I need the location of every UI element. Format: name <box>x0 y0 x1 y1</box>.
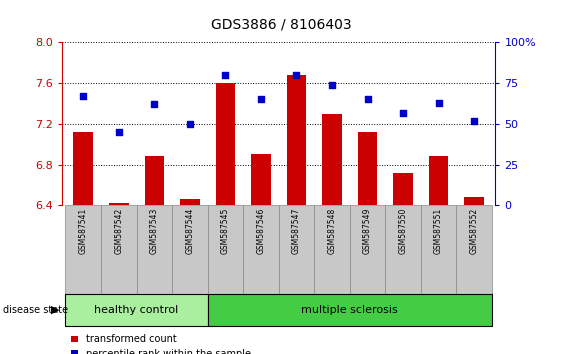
Bar <box>216 83 235 205</box>
Bar <box>243 205 279 294</box>
Bar <box>322 114 342 205</box>
Point <box>470 118 479 124</box>
Text: GSM587544: GSM587544 <box>185 208 194 255</box>
Text: disease state: disease state <box>3 305 68 315</box>
Text: healthy control: healthy control <box>95 305 178 315</box>
Text: GSM587549: GSM587549 <box>363 208 372 255</box>
Text: GSM587546: GSM587546 <box>256 208 265 255</box>
Bar <box>457 205 492 294</box>
Point <box>185 121 194 127</box>
Point <box>363 97 372 102</box>
Bar <box>394 173 413 205</box>
Bar <box>180 199 200 205</box>
Bar <box>145 156 164 205</box>
Bar <box>172 205 208 294</box>
Bar <box>429 156 448 205</box>
Bar <box>65 294 208 326</box>
Text: GSM587542: GSM587542 <box>114 208 123 254</box>
Bar <box>464 197 484 205</box>
Point <box>292 72 301 78</box>
Text: ▶: ▶ <box>51 305 59 315</box>
Point <box>221 72 230 78</box>
Text: GSM587545: GSM587545 <box>221 208 230 255</box>
Bar <box>137 205 172 294</box>
Point <box>150 102 159 107</box>
Bar <box>350 205 385 294</box>
Bar <box>421 205 457 294</box>
Bar <box>279 205 314 294</box>
Bar <box>314 205 350 294</box>
Text: GSM587551: GSM587551 <box>434 208 443 254</box>
Text: GSM587550: GSM587550 <box>399 208 408 255</box>
Bar <box>74 132 93 205</box>
Bar <box>208 205 243 294</box>
Bar <box>109 203 128 205</box>
Point <box>79 93 88 99</box>
Bar <box>287 75 306 205</box>
Text: GSM587547: GSM587547 <box>292 208 301 255</box>
Bar <box>208 294 492 326</box>
Point <box>399 110 408 115</box>
Text: GSM587541: GSM587541 <box>79 208 88 254</box>
Text: GDS3886 / 8106403: GDS3886 / 8106403 <box>211 18 352 32</box>
Legend: transformed count, percentile rank within the sample: transformed count, percentile rank withi… <box>67 331 255 354</box>
Bar <box>358 132 377 205</box>
Point <box>114 129 123 135</box>
Text: GSM587543: GSM587543 <box>150 208 159 255</box>
Bar <box>385 205 421 294</box>
Point <box>434 100 443 105</box>
Point <box>256 97 265 102</box>
Point <box>328 82 337 88</box>
Text: GSM587552: GSM587552 <box>470 208 479 254</box>
Bar <box>251 154 271 205</box>
Text: multiple sclerosis: multiple sclerosis <box>301 305 398 315</box>
Text: GSM587548: GSM587548 <box>328 208 337 254</box>
Bar <box>101 205 137 294</box>
Bar <box>65 205 101 294</box>
